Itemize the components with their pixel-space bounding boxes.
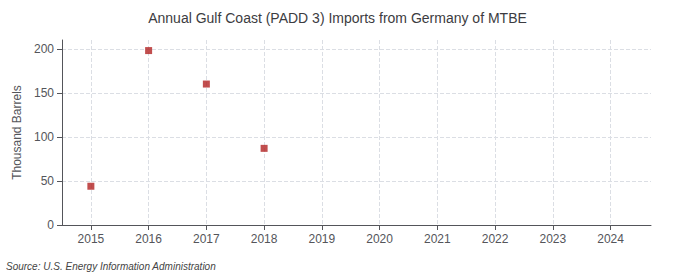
svg-text:2020: 2020 [366,232,393,246]
svg-text:2023: 2023 [539,232,566,246]
svg-text:2017: 2017 [193,232,220,246]
svg-text:0: 0 [47,218,54,232]
svg-text:Thousand Barrels: Thousand Barrels [10,85,24,180]
svg-text:200: 200 [34,42,54,56]
svg-text:Source: U.S. Energy Informatio: Source: U.S. Energy Information Administ… [6,261,216,272]
svg-text:Annual Gulf Coast (PADD 3) Imp: Annual Gulf Coast (PADD 3) Imports from … [148,10,527,26]
svg-text:2019: 2019 [309,232,336,246]
svg-text:2016: 2016 [135,232,162,246]
svg-text:2022: 2022 [482,232,509,246]
svg-text:100: 100 [34,130,54,144]
svg-text:2018: 2018 [251,232,278,246]
svg-text:2024: 2024 [597,232,624,246]
svg-text:2015: 2015 [78,232,105,246]
svg-text:150: 150 [34,86,54,100]
svg-text:2021: 2021 [424,232,451,246]
svg-text:50: 50 [41,174,55,188]
